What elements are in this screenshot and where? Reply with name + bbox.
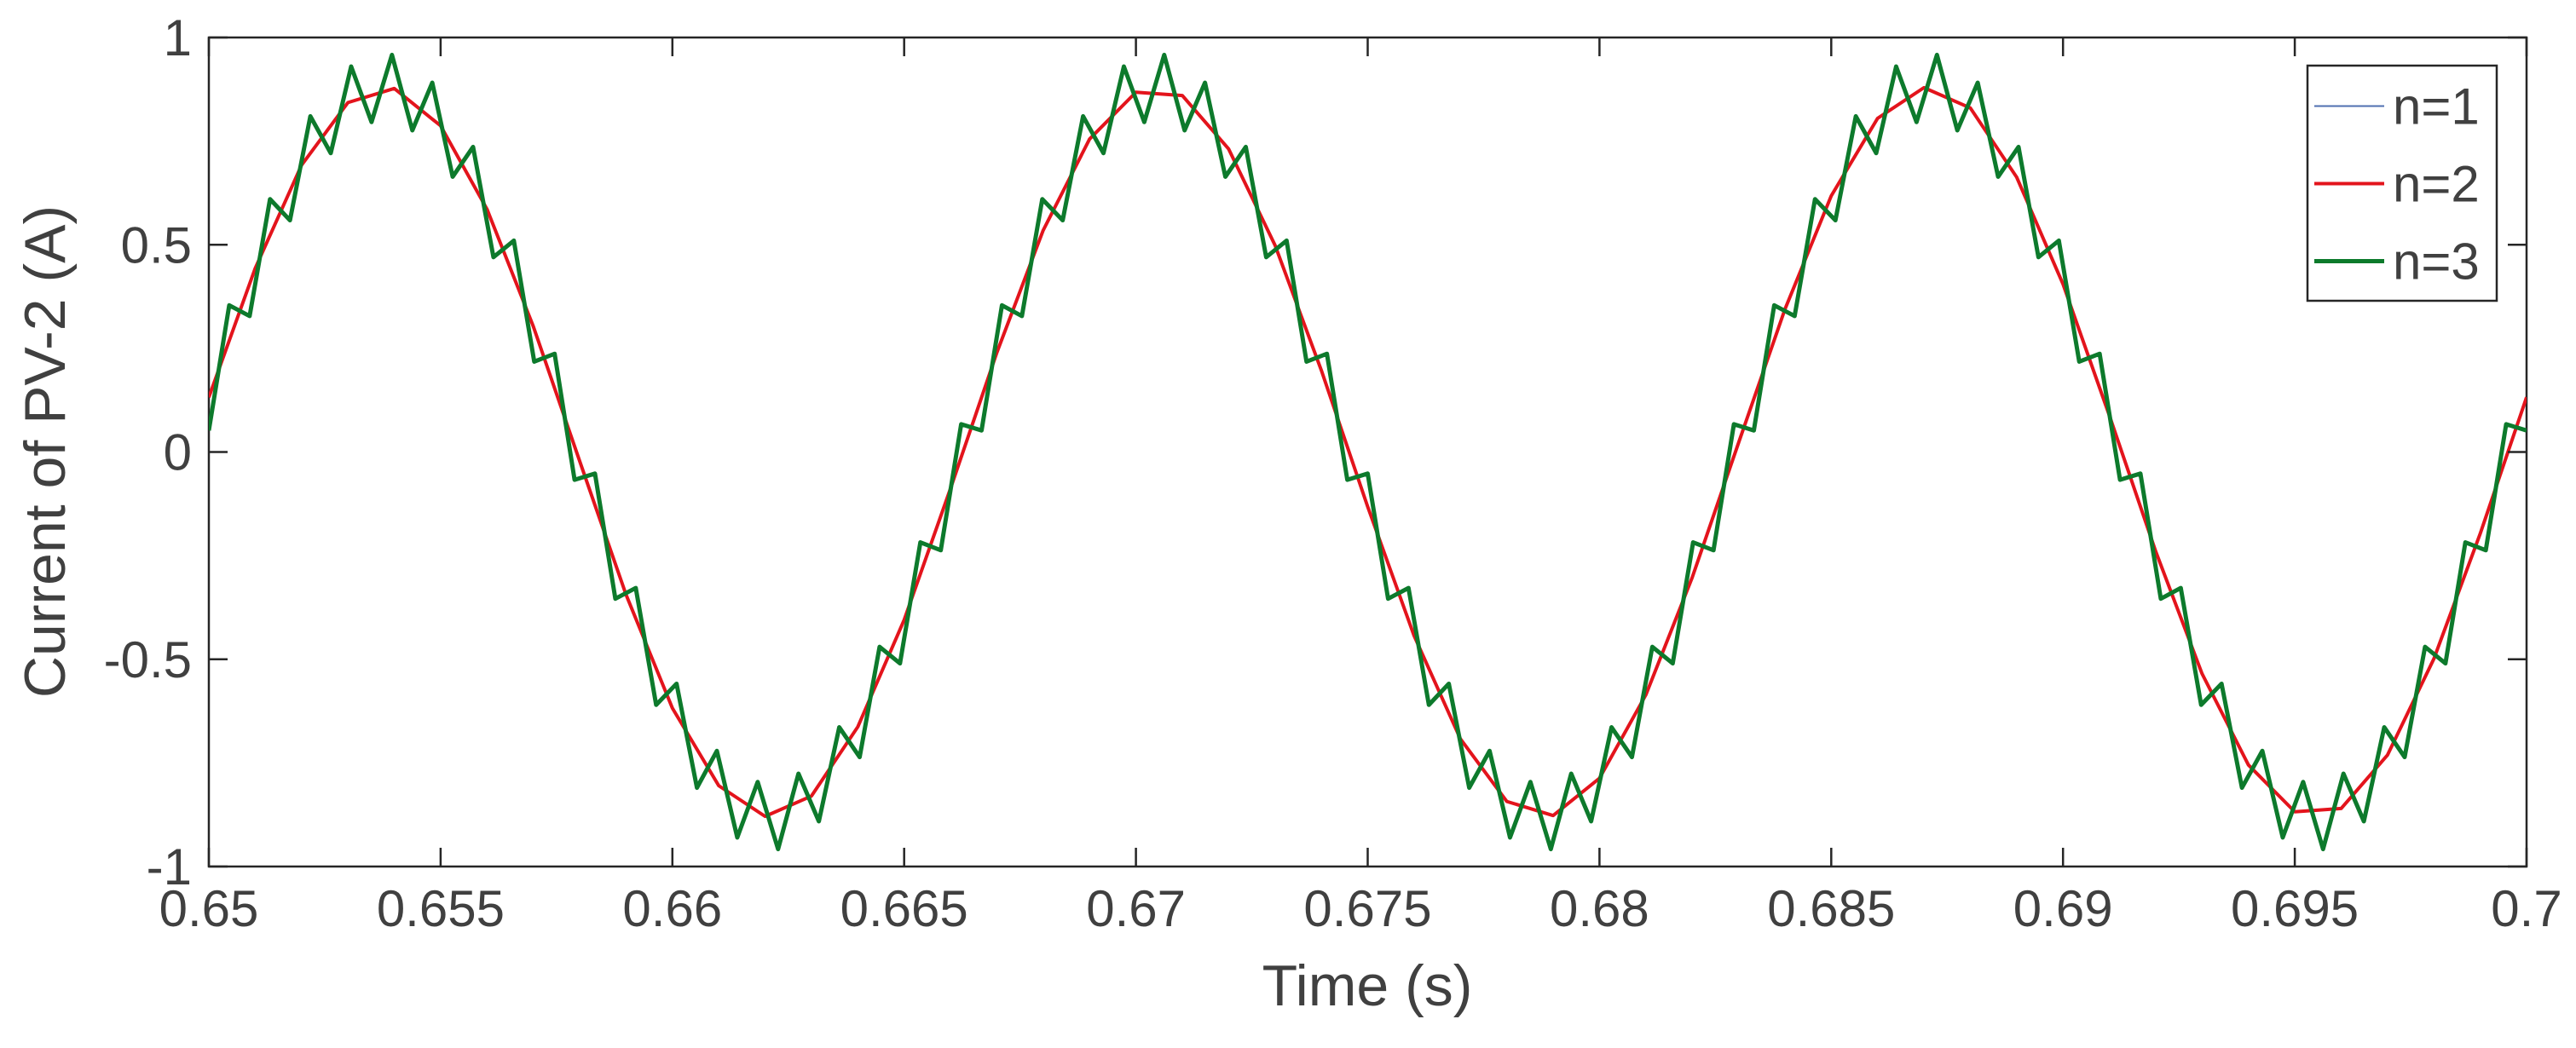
x-tick-label: 0.65 <box>159 880 259 937</box>
y-tick-label: 1 <box>164 9 192 66</box>
x-tick-label: 0.675 <box>1303 880 1431 937</box>
x-tick-label: 0.655 <box>377 880 505 937</box>
series-layer <box>209 52 2527 852</box>
legend-label: n=3 <box>2393 233 2480 291</box>
x-tick-label: 0.665 <box>840 880 968 937</box>
legend-label: n=1 <box>2393 78 2480 135</box>
x-tick-label: 0.68 <box>1550 880 1649 937</box>
x-tick-label: 0.66 <box>622 880 722 937</box>
x-axis-label: Time (s) <box>1262 953 1473 1018</box>
legend-label: n=2 <box>2393 156 2480 213</box>
y-tick-label: 0.5 <box>121 216 192 274</box>
x-tick-label: 0.695 <box>2231 880 2359 937</box>
x-tick-label: 0.69 <box>2013 880 2113 937</box>
y-axis-label: Current of PV-2 (A) <box>13 205 78 698</box>
y-tick-label: -0.5 <box>104 631 192 688</box>
y-tick-label: 0 <box>164 424 192 481</box>
series-line <box>209 85 2527 819</box>
series-line <box>209 52 2527 852</box>
x-tick-label: 0.7 <box>2491 880 2562 937</box>
x-tick-label: 0.685 <box>1767 880 1895 937</box>
y-tick-label: -1 <box>147 838 192 895</box>
x-tick-label: 0.67 <box>1086 880 1186 937</box>
plot-area <box>207 36 2528 868</box>
